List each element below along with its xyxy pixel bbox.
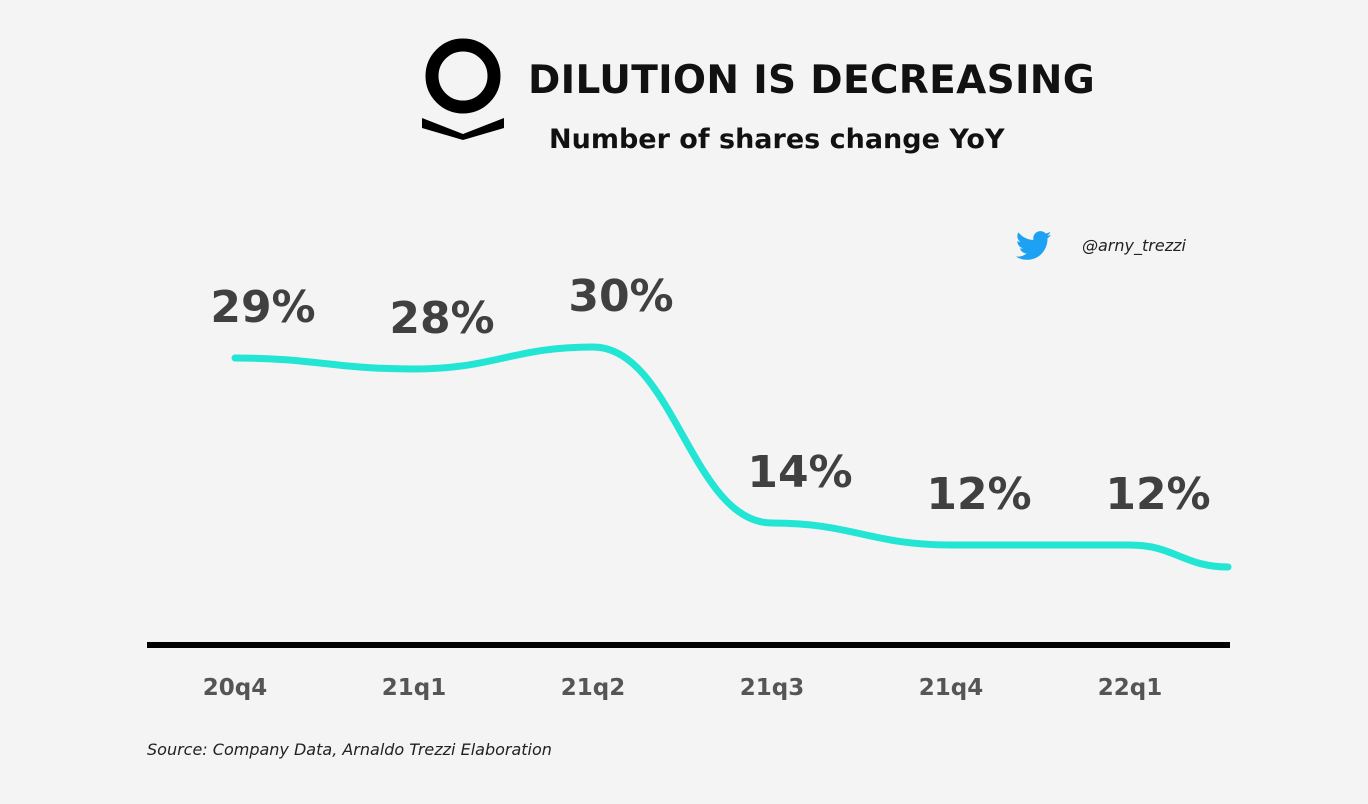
x-tick-label: 21q4 <box>919 675 983 701</box>
data-label: 30% <box>568 271 673 322</box>
series-line <box>231 343 1232 571</box>
data-label: 28% <box>389 293 494 344</box>
source-note: Source: Company Data, Arnaldo Trezzi Ela… <box>147 740 552 759</box>
x-tick-label: 21q3 <box>740 675 804 701</box>
chart-subtitle: Number of shares change YoY <box>549 124 1005 155</box>
data-label: 12% <box>1105 469 1210 520</box>
palantir-logo-icon <box>422 38 504 140</box>
x-tick-label: 21q1 <box>382 675 446 701</box>
x-tick-label: 21q2 <box>561 675 625 701</box>
data-label: 29% <box>210 282 315 333</box>
data-label: 14% <box>747 447 852 498</box>
twitter-bird-icon <box>1016 231 1052 260</box>
twitter-handle: @arny_trezzi <box>1082 236 1186 255</box>
data-label: 12% <box>926 469 1031 520</box>
x-tick-label: 20q4 <box>203 675 267 701</box>
x-tick-label: 22q1 <box>1098 675 1162 701</box>
chart-title: DILUTION IS DECREASING <box>528 58 1096 103</box>
